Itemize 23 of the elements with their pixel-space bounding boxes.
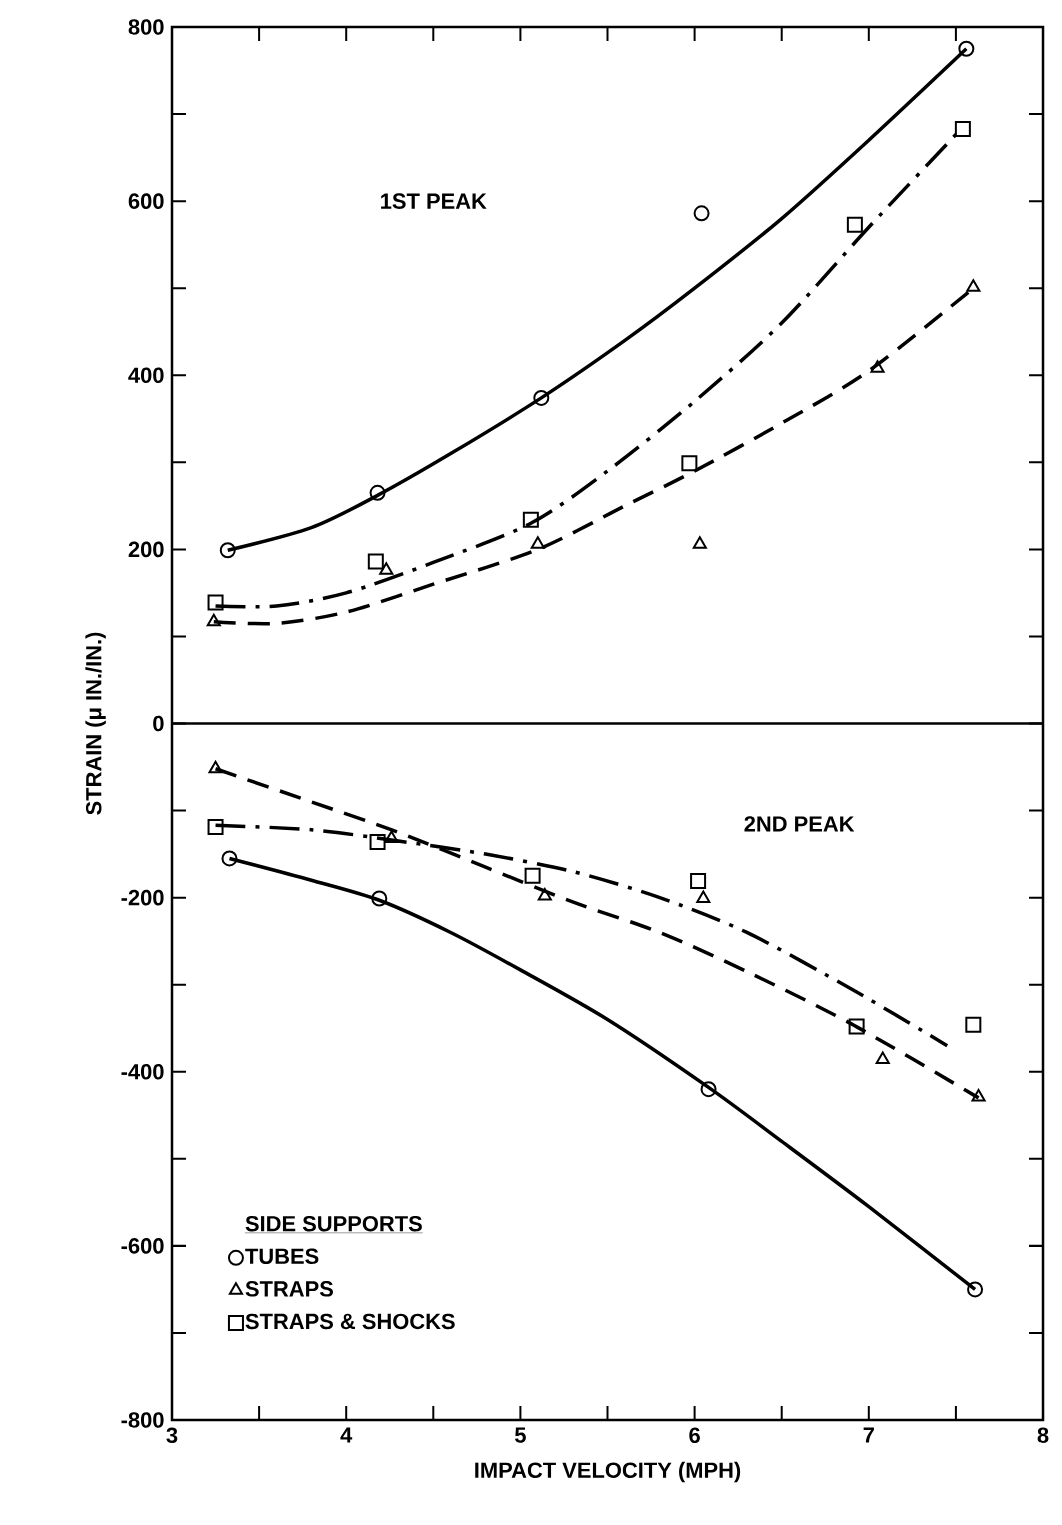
annotation: 2ND PEAK	[744, 816, 855, 832]
x-tick-label: 4	[340, 1427, 353, 1443]
y-tick-label: 400	[128, 367, 164, 384]
x-axis-title: IMPACT VELOCITY (MPH)	[475, 1461, 741, 1483]
x-tick-label: 7	[863, 1427, 874, 1443]
y-tick-label: -400	[121, 1063, 164, 1080]
x-tick-label: 5	[514, 1427, 526, 1443]
legend-title: SIDE SUPPORTS	[245, 1215, 422, 1232]
x-tick-label: 3	[166, 1427, 178, 1444]
y-tick-label: -200	[121, 889, 164, 906]
y-tick-label: 800	[128, 19, 164, 35]
legend-label: STRAPS	[245, 1281, 333, 1297]
x-tick-label: 8	[1037, 1427, 1049, 1444]
x-tick-label: 6	[689, 1427, 700, 1444]
annotation: 1ST PEAK	[381, 193, 487, 209]
y-tick-label: 0	[153, 715, 164, 732]
legend-label: STRAPS & SHOCKS	[245, 1313, 455, 1330]
legend-label: TUBES	[245, 1248, 319, 1265]
y-tick-label: -800	[121, 1412, 164, 1428]
y-axis-title: STRAIN (μ IN./IN.)	[85, 632, 106, 815]
y-tick-label: -600	[121, 1238, 164, 1254]
y-tick-label: 600	[128, 193, 164, 209]
y-tick-label: 200	[128, 541, 164, 558]
